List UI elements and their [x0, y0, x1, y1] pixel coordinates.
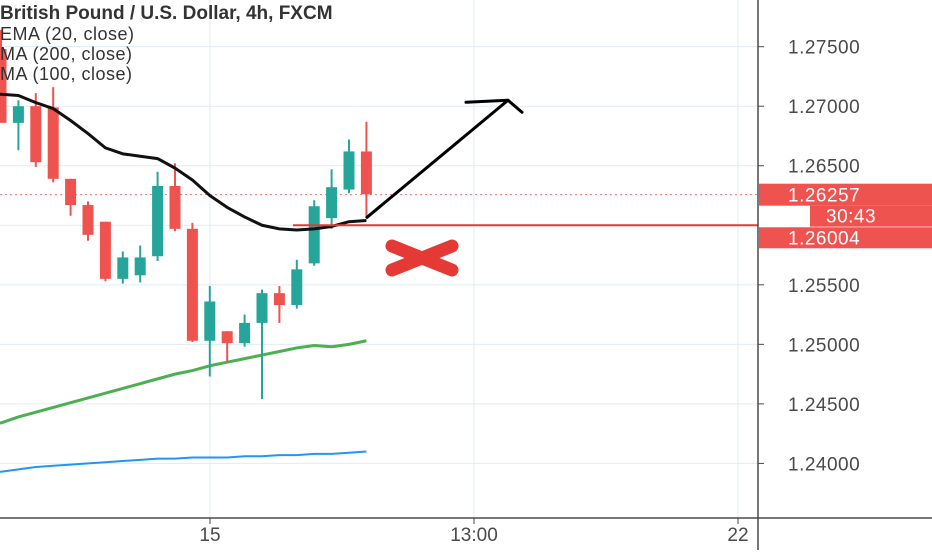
- candle: [30, 93, 42, 167]
- level-price-tag: [759, 227, 932, 249]
- candle: [65, 178, 77, 216]
- candle-body: [204, 301, 216, 341]
- candle-body: [152, 185, 164, 257]
- candle: [82, 201, 94, 241]
- candle: [169, 163, 181, 232]
- candle: [308, 200, 320, 266]
- candle-body: [308, 206, 320, 264]
- candle: [0, 30, 7, 123]
- candle: [343, 139, 355, 194]
- candle: [273, 286, 285, 323]
- chart-legend: British Pound / U.S. Dollar, 4h, FXCM EM…: [0, 3, 333, 85]
- x-tick-label: 13:00: [450, 525, 498, 546]
- candle: [99, 221, 111, 282]
- candle-body: [99, 221, 111, 279]
- ema20-line: [0, 92, 367, 232]
- candle-body: [117, 257, 129, 279]
- legend-ema20: EMA (20, close): [0, 24, 135, 44]
- y-tick-label: 1.26500: [788, 157, 860, 178]
- current-price-tag: [759, 183, 932, 206]
- current-price-label: 1.26257: [788, 186, 860, 207]
- y-tick-label: 1.27000: [788, 97, 860, 118]
- candle: [117, 251, 129, 284]
- countdown-label: 30:43: [826, 207, 876, 228]
- y-tick-label: 1.27500: [788, 38, 860, 59]
- candle-body: [0, 49, 7, 123]
- candle-body: [30, 106, 42, 163]
- x-mark-stroke: [385, 239, 459, 277]
- candle-body: [221, 331, 233, 344]
- candle-body: [239, 322, 251, 344]
- candle-body: [169, 185, 181, 229]
- y-tick-label: 1.25000: [788, 335, 860, 356]
- countdown-tag: [810, 205, 932, 227]
- candle: [47, 87, 59, 183]
- candle-body: [326, 187, 338, 219]
- ma100-line: [0, 450, 367, 473]
- legend-ma200: MA (200, close): [0, 44, 133, 64]
- candle: [291, 259, 303, 309]
- candle-body: [82, 205, 94, 235]
- candle-body: [360, 151, 372, 195]
- candle: [360, 121, 372, 219]
- candle-body: [343, 151, 355, 190]
- x-mark-icon: [385, 239, 459, 277]
- x-tick-label: 15: [199, 525, 220, 546]
- candle: [134, 245, 146, 283]
- candle: [256, 289, 268, 400]
- candle: [186, 222, 198, 342]
- candle-body: [273, 293, 285, 306]
- projection-arrow-head: [464, 98, 524, 114]
- candle: [221, 331, 233, 363]
- candle-body: [291, 269, 303, 306]
- candle-body: [256, 293, 268, 323]
- x-tick-label: 22: [727, 525, 748, 546]
- ma200-line: [0, 339, 367, 425]
- candle: [239, 314, 251, 347]
- y-tick-label: 1.24500: [788, 395, 860, 416]
- candle-body: [12, 106, 24, 123]
- candle: [204, 286, 216, 377]
- y-tick-label: 1.25500: [788, 276, 860, 297]
- candle: [326, 169, 338, 229]
- candle: [12, 100, 24, 151]
- y-tick-label: 1.24000: [788, 454, 860, 475]
- level-price-label: 1.26004: [788, 228, 860, 249]
- candle-body: [65, 178, 77, 206]
- candle: [152, 171, 164, 261]
- candle-body: [47, 107, 59, 179]
- chart-title: British Pound / U.S. Dollar, 4h, FXCM: [0, 3, 333, 24]
- projection-arrow-shaft: [365, 98, 510, 219]
- legend-ma100: MA (100, close): [0, 64, 133, 84]
- candle-body: [186, 228, 198, 341]
- candle-body: [134, 257, 146, 276]
